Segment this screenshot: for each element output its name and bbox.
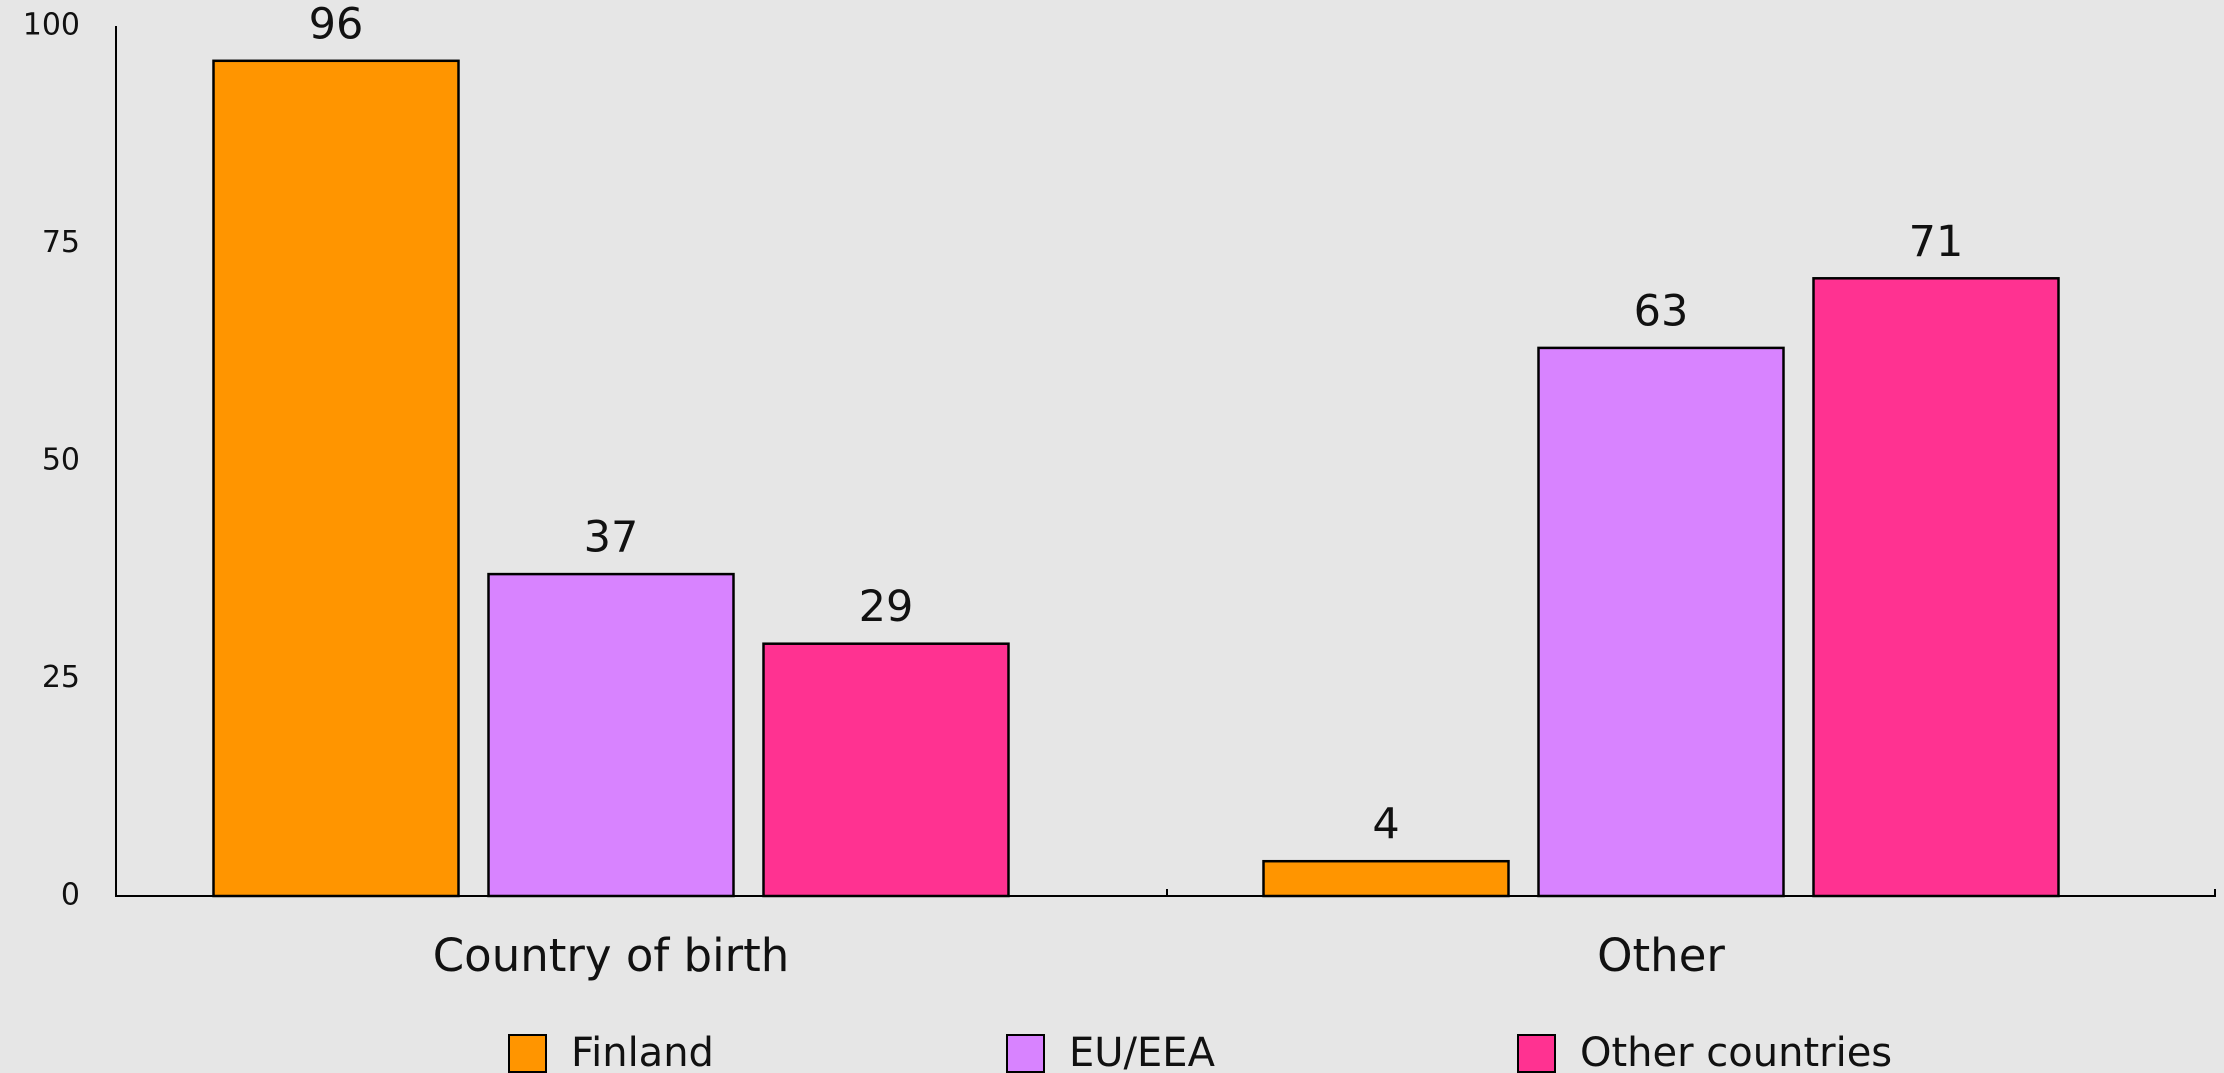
x-tick-label: Other (1597, 929, 1725, 982)
bar (1537, 346, 1785, 898)
bar (212, 59, 460, 898)
bar (487, 572, 735, 898)
legend-swatch (1517, 1034, 1556, 1073)
legend-swatch (1006, 1034, 1045, 1073)
value-label: 4 (1372, 800, 1399, 850)
y-tick-label: 25 (42, 660, 80, 695)
bar (1812, 277, 2060, 898)
y-tick-label: 0 (61, 878, 80, 913)
value-label: 29 (859, 582, 914, 632)
legend-swatch (508, 1034, 547, 1073)
value-label: 71 (1909, 217, 1964, 267)
bar (762, 642, 1010, 898)
legend-label: EU/EEA (1069, 1030, 1216, 1073)
legend-label: Finland (571, 1030, 714, 1073)
y-tick-label: 100 (23, 8, 80, 43)
value-label: 96 (309, 0, 364, 49)
bar (1262, 859, 1510, 898)
y-tick-label: 75 (42, 225, 80, 260)
y-tick-label: 50 (42, 443, 80, 478)
legend-label: Other countries (1580, 1030, 1892, 1073)
value-label: 37 (584, 513, 639, 563)
x-tick-label: Country of birth (433, 929, 789, 982)
value-label: 63 (1634, 286, 1689, 336)
